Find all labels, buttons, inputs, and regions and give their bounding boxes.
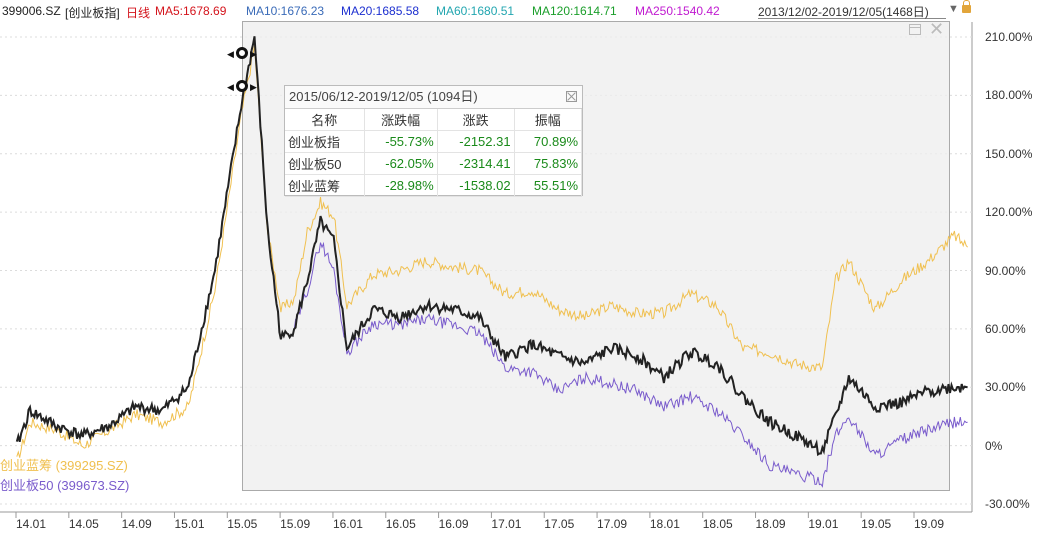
- legend-item-blue-chip[interactable]: 创业蓝筹 (399295.SZ): [0, 458, 128, 473]
- y-tick-label: 0%: [985, 438, 1003, 453]
- row-pct: -62.05%: [364, 152, 438, 175]
- y-tick-label: 120.00%: [985, 205, 1033, 220]
- x-tick-label: 18.09: [755, 517, 786, 531]
- col-chg-header: 涨跌: [437, 109, 515, 131]
- close-icon[interactable]: [566, 91, 577, 102]
- x-tick-label: 17.09: [597, 517, 628, 531]
- row-chg: -2152.31: [437, 130, 515, 153]
- chart-header: 399006.SZ [创业板指] 日线 MA5:1678.69 MA10:167…: [0, 0, 1041, 22]
- x-tick-label: 15.05: [227, 517, 258, 531]
- y-tick-label: 180.00%: [985, 88, 1033, 103]
- ma5-label: MA5:1678.69: [155, 4, 227, 18]
- col-amp-header: 振幅: [514, 109, 583, 131]
- y-tick-label: 60.00%: [985, 321, 1026, 336]
- row-chg: -2314.41: [437, 152, 515, 175]
- index-name: [创业板指]: [65, 6, 120, 20]
- date-range-selector[interactable]: 2013/12/02-2019/12/05(1468日): [758, 3, 946, 19]
- x-tick-label: 17.01: [491, 517, 522, 531]
- ma250-label: MA250:1540.42: [635, 4, 720, 18]
- col-pct-header: 涨跌幅: [364, 109, 438, 131]
- x-tick-label: 16.01: [332, 517, 363, 531]
- left-arrow-icon[interactable]: ◀: [227, 82, 234, 92]
- row-name: 创业蓝筹: [285, 174, 365, 197]
- x-tick-label: 19.01: [808, 517, 839, 531]
- y-tick-label: 210.00%: [985, 30, 1033, 44]
- col-name-header: 名称: [285, 109, 365, 131]
- index-code: 399006.SZ: [2, 4, 61, 18]
- y-tick-label: -30.00%: [985, 497, 1030, 511]
- restore-icon[interactable]: [909, 24, 921, 35]
- y-tick-label: 150.00%: [985, 146, 1033, 161]
- row-pct: -55.73%: [364, 130, 438, 153]
- interval-stats-popup[interactable]: 2015/06/12-2019/12/05 (1094日) 名称 涨跌幅 涨跌 …: [284, 85, 583, 197]
- ma10-label: MA10:1676.23: [246, 4, 325, 18]
- row-chg: -1538.02: [437, 174, 515, 197]
- x-tick-label: 19.05: [861, 517, 892, 531]
- x-tick-label: 15.01: [174, 517, 205, 531]
- row-amp: 55.51%: [514, 174, 583, 197]
- row-pct: -28.98%: [364, 174, 438, 197]
- ma60-label: MA60:1680.51: [436, 4, 515, 18]
- y-tick-label: 90.00%: [985, 263, 1026, 278]
- y-tick-label: 30.00%: [985, 380, 1026, 395]
- x-tick-label: 18.05: [702, 517, 733, 531]
- ma20-label: MA20:1685.58: [341, 4, 420, 18]
- ma120-label: MA120:1614.71: [532, 4, 617, 18]
- range-start-marker[interactable]: [236, 47, 248, 59]
- table-header-row: 名称 涨跌幅 涨跌 振幅: [285, 109, 583, 131]
- range-end-marker[interactable]: [236, 80, 248, 92]
- right-arrow-icon[interactable]: ▶: [250, 49, 257, 59]
- table-row: 创业蓝筹 -28.98% -1538.02 55.51%: [285, 174, 583, 197]
- x-tick-label: 14.01: [16, 517, 47, 531]
- x-tick-label: 17.05: [544, 517, 575, 531]
- chevron-down-icon[interactable]: ▼: [948, 3, 959, 15]
- legend-item-gem50[interactable]: 创业板50 (399673.SZ): [0, 478, 130, 493]
- table-row: 创业板50 -62.05% -2314.41 75.83%: [285, 152, 583, 175]
- stats-table: 名称 涨跌幅 涨跌 振幅 创业板指 -55.73% -2152.31 70.89…: [285, 109, 583, 197]
- period-label[interactable]: 日线: [126, 6, 151, 20]
- x-tick-label: 15.09: [280, 517, 311, 531]
- row-amp: 70.89%: [514, 130, 583, 153]
- row-name: 创业板指: [285, 130, 365, 153]
- x-tick-label: 14.09: [121, 517, 152, 531]
- vertical-gridlines: [15, 512, 915, 518]
- left-arrow-icon[interactable]: ◀: [227, 49, 234, 59]
- x-tick-label: 19.09: [914, 517, 945, 531]
- x-tick-label: 14.05: [68, 517, 99, 531]
- x-tick-label: 16.05: [385, 517, 416, 531]
- row-name: 创业板50: [285, 152, 365, 175]
- table-row: 创业板指 -55.73% -2152.31 70.89%: [285, 130, 583, 153]
- lock-icon[interactable]: [962, 0, 971, 13]
- popup-title: 2015/06/12-2019/12/05 (1094日): [285, 86, 582, 109]
- close-icon[interactable]: ✕: [929, 19, 945, 39]
- x-tick-label: 16.09: [438, 517, 469, 531]
- right-arrow-icon[interactable]: ▶: [250, 82, 257, 92]
- x-tick-label: 18.01: [649, 517, 680, 531]
- row-amp: 75.83%: [514, 152, 583, 175]
